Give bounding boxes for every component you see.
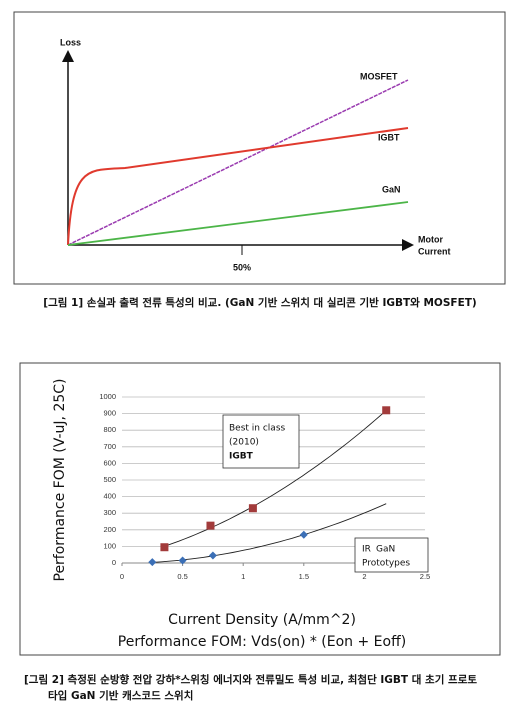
tick-label: 50% [233,262,251,272]
legend-label: GaN [376,545,395,555]
figure-frame [19,362,501,656]
y-axis-title: Performance FOM (V-uJ, 25C) [52,379,68,582]
annotation: Best in class [229,424,286,434]
marker [248,504,257,513]
caption: [그림 1] 손실과 출력 전류 특성의 비교. (GaN 기반 스위치 대 실… [43,296,476,309]
legend-label: IGBT [229,452,254,462]
x-tick-label: 1.5 [299,572,309,581]
y-tick-label: 1000 [99,392,116,401]
trend-line [149,503,387,563]
annotation-box [354,537,429,573]
trend-line [161,410,387,548]
annotation-box [222,414,300,469]
x-axis-title: Current Density (A/mm^2) [168,612,356,628]
y-tick-label: 400 [103,492,116,501]
x-tick-label: 2.5 [420,572,430,581]
caption: 타입 GaN 기반 캐스코드 스위치 [48,689,193,702]
y-tick-label: 200 [103,525,116,534]
annotation: IR [362,545,371,555]
x-tick-label: 2 [362,572,366,581]
marker [382,406,391,415]
annotation: Prototypes [362,559,410,569]
marker [148,558,157,567]
gan-curve [67,201,409,246]
y-tick-label: 800 [103,425,116,434]
figure-frame [13,11,506,285]
axis-label: Motor [418,234,443,244]
x-tick-label: 1 [241,572,245,581]
marker [208,551,217,560]
y-tick-label: 0 [112,558,116,567]
x-tick-label: 0 [120,572,124,581]
axis-label: Current [418,246,451,256]
subtitle: Performance FOM: Vds(on) * (Eon + Eoff) [118,634,406,650]
curve-label: MOSFET [360,71,398,81]
y-tick-label: 500 [103,475,116,484]
curve-label: IGBT [378,132,400,142]
marker [299,530,308,539]
mosfet-curve [67,79,409,246]
y-tick-label: 300 [103,508,116,517]
y-tick-label: 600 [103,458,116,467]
y-tick-label: 700 [103,442,116,451]
x-tick-label: 0.5 [177,572,187,581]
marker [206,521,215,530]
curve-label: GaN [382,184,401,194]
annotation: (2010) [229,438,259,448]
y-tick-label: 900 [103,409,116,418]
caption: [그림 2] 측정된 순방향 전압 강하*스위칭 에너지와 전류밀도 특성 비교… [24,673,477,686]
axis-label: Loss [60,37,81,47]
y-tick-label: 100 [103,541,116,550]
chart: 0 100 200 300 400 500 600 700 800 900 1000 0 0.5 1 1.5… [99,392,430,581]
marker [178,556,187,565]
marker [160,543,169,552]
igbt-curve [67,127,409,246]
